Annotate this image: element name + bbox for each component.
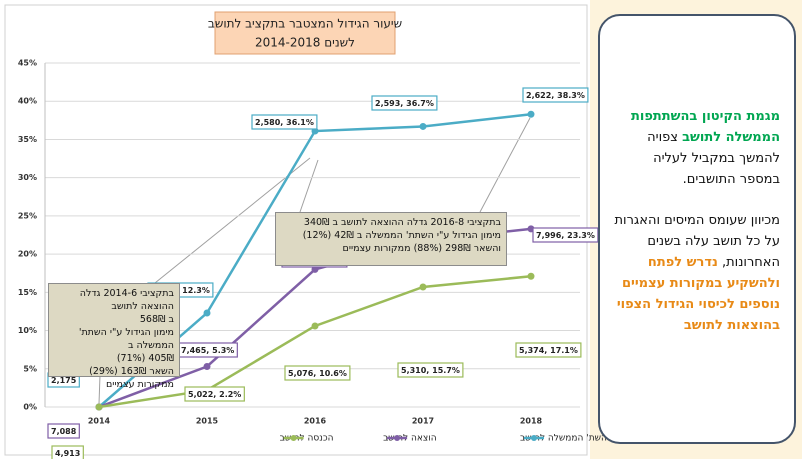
data-point — [419, 122, 427, 130]
data-label-text: 7,088 — [51, 427, 77, 436]
panel-paragraph: מכיוון שעומס המיסים והאגרות על כל תושב ע… — [610, 210, 781, 336]
x-tick-label: 2014 — [88, 417, 111, 426]
legend-label: הכנסה לתושב — [280, 434, 334, 444]
side-panel: מגמת הקיטון בהשתתפות הממשלה לתושב צפויה … — [598, 14, 796, 444]
data-label: 5,022, 2.2% — [184, 386, 245, 402]
annotation-line: בתקציבי 2014-6 גדלה ההוצאה לתושב — [79, 288, 174, 312]
annotation-line: מימון הגידול ע"י השתת' הממשלה ב 42₪ (12%… — [302, 230, 501, 241]
data-label-box — [184, 386, 245, 402]
data-label-text: 2,622, 38.3% — [526, 91, 585, 100]
data-label: 2,622, 38.3% — [522, 87, 589, 103]
x-tick-label: 2018 — [520, 417, 543, 426]
data-label-box — [515, 342, 582, 358]
arrow — [479, 117, 531, 213]
annotation-line: והשאר 298₪ (88%) ממקורות עצמיים — [342, 243, 501, 254]
arrow — [299, 159, 319, 213]
chart-title: שיעור הגידול המצטבר בתקציב לתושב — [208, 17, 402, 31]
data-label: 4,913 — [51, 445, 84, 459]
data-point — [311, 265, 319, 273]
data-label-text: 7,996, 23.3% — [536, 231, 595, 240]
data-label: 2,593, 36.7% — [371, 95, 438, 111]
annotation-box: בתקציבי 2016-8 גדלה ההוצאה לתושב ב 340₪ מ… — [275, 212, 507, 266]
data-point — [419, 283, 427, 291]
data-label-box — [371, 95, 438, 111]
legend-marker — [394, 435, 401, 441]
annotation-box: בתקציבי 2014-6 גדלה ההוצאה לתושב ב 568₪ מי… — [48, 283, 180, 390]
data-label-text: 4,913 — [55, 449, 80, 458]
data-label-box — [532, 227, 599, 243]
data-label: 7,088 — [47, 423, 80, 439]
data-label-box — [522, 87, 589, 103]
panel-paragraph: מגמת הקיטון בהשתתפות הממשלה לתושב צפויה … — [610, 106, 780, 190]
data-label-box — [251, 114, 318, 130]
x-tick-label: 2015 — [196, 417, 219, 426]
data-point — [311, 322, 319, 330]
data-label: 5,076, 10.6% — [284, 365, 351, 381]
title-box — [214, 11, 396, 55]
y-tick-label: 30% — [18, 173, 37, 182]
annotation-line: בתקציבי 2016-8 גדלה ההוצאה לתושב ב 340₪ — [303, 217, 501, 228]
arrow — [98, 374, 101, 405]
y-tick-label: 0% — [23, 403, 37, 412]
data-label-text: 5,022, 2.2% — [188, 390, 241, 399]
legend-label: הוצאה לתושב — [383, 434, 437, 444]
data-label-text: 5,076, 10.6% — [288, 369, 347, 378]
arrow — [149, 157, 311, 288]
data-label-text: 2,175 — [51, 376, 77, 385]
data-label-box — [47, 423, 80, 439]
y-tick-label: 15% — [18, 288, 37, 297]
x-tick-label: 2016 — [304, 417, 327, 426]
y-tick-label: 35% — [18, 135, 37, 144]
legend-marker — [290, 435, 297, 441]
data-label-text: 2,580, 36.1% — [255, 118, 314, 127]
data-label-box — [284, 365, 351, 381]
data-point — [527, 272, 535, 280]
callout-arrows — [98, 117, 531, 405]
legend-label: השת' הממשלה לתושב — [520, 434, 607, 444]
annotation-line: השאר 163₪ (29%) ממקורות עצמיים — [89, 366, 174, 390]
data-point — [203, 362, 211, 370]
data-point — [95, 403, 103, 411]
data-label: 2,580, 36.1% — [251, 114, 318, 130]
data-label: 5,310, 15.7% — [397, 362, 464, 378]
x-tick-label: 2017 — [412, 417, 434, 426]
y-tick-label: 25% — [18, 211, 37, 220]
data-label-text: 5,310, 15.7% — [401, 366, 460, 375]
data-label: 5,374, 17.1% — [515, 342, 582, 358]
annotation-line: מימון הגידול ע"י השתת' הממשלה ב — [78, 327, 174, 351]
data-label: 7,465, 5.3% — [177, 342, 238, 358]
legend-marker — [531, 435, 537, 441]
panel-text: צפויה להמשך במקביל לעליה במספר התושבים. — [647, 130, 780, 187]
y-tick-label: 20% — [18, 250, 37, 259]
data-label-box — [51, 445, 84, 459]
data-point — [527, 110, 535, 118]
y-tick-label: 40% — [18, 97, 37, 106]
panel-text: מגמת הקיטון בהשתתפות הממשלה לתושב — [630, 109, 780, 145]
annotation-line: ב 568₪ — [139, 314, 174, 325]
annotation-line: 405₪ (71%) — [116, 353, 174, 364]
data-label-text: 2,593, 36.7% — [375, 99, 434, 108]
panel-text: נדרש לפתח ולהשקיע במקורות עצמיים נוספים … — [616, 255, 780, 333]
data-label-text: 5,374, 17.1% — [519, 346, 578, 355]
data-point — [203, 309, 211, 317]
chart-title: לשנים 2014-2018 — [255, 36, 355, 50]
data-label-box — [397, 362, 464, 378]
panel-text: מכיוון שעומס המיסים והאגרות על כל תושב ע… — [614, 213, 781, 270]
data-label-text: 7,465, 5.3% — [181, 346, 234, 355]
y-tick-label: 5% — [23, 364, 37, 373]
data-label-text: 2,443, 12.3% — [151, 286, 210, 295]
y-tick-label: 10% — [18, 326, 37, 335]
y-tick-label: 45% — [18, 59, 37, 68]
data-label: 7,996, 23.3% — [532, 227, 599, 243]
